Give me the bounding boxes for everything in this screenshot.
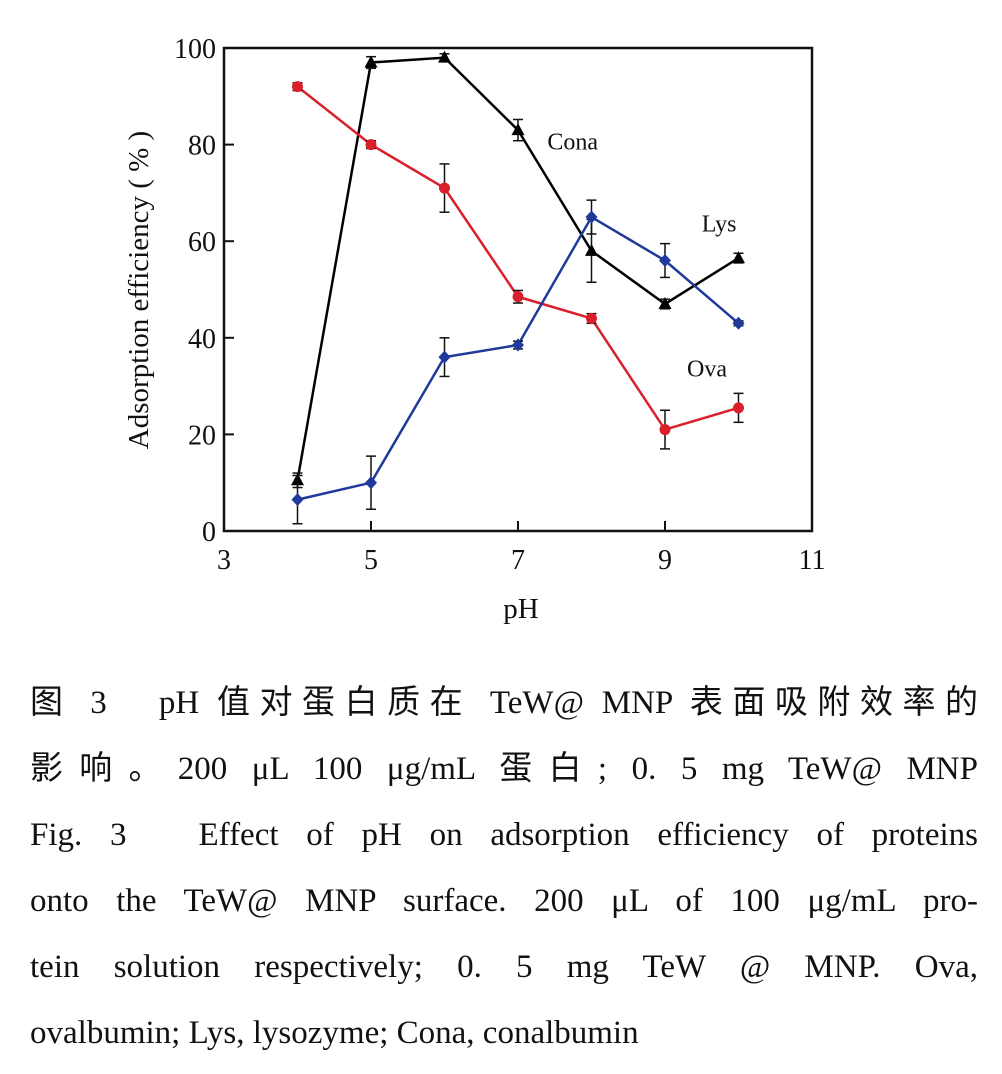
y-axis-title: Adsorption efficiency ( % ) bbox=[123, 131, 155, 449]
point-cona bbox=[364, 55, 378, 68]
y-tick-label: 80 bbox=[188, 131, 216, 162]
series-label-cona: Cona bbox=[547, 129, 598, 155]
point-lys bbox=[438, 350, 451, 364]
series-lys bbox=[291, 199, 745, 525]
caption-zh-line-1: 图 3 pH 值对蛋白质在 TeW@ MNP 表面吸附效率的 bbox=[30, 685, 978, 721]
y-tick-label: 60 bbox=[188, 227, 216, 258]
point-lys bbox=[659, 254, 671, 268]
y-tick-label: 40 bbox=[188, 324, 216, 355]
point-cona bbox=[658, 296, 672, 309]
point-lys bbox=[291, 493, 304, 507]
caption-en-line-3: tein solution respectively; 0. 5 mg TeW … bbox=[30, 949, 978, 985]
x-axis-title: pH bbox=[503, 593, 539, 625]
x-tick-label: 7 bbox=[511, 545, 525, 576]
chart: 3 5 7 9 11 0 20 40 60 80 100 Cona Ova Lys pH Adsorpt… bbox=[123, 34, 825, 625]
caption-en-line-1: Fig. 3 Effect of pH on adsorption effici… bbox=[30, 817, 978, 853]
x-tick-label: 3 bbox=[217, 545, 231, 576]
point-ova bbox=[659, 424, 671, 436]
series-labels: Cona Ova Lys bbox=[547, 129, 736, 382]
point-lys bbox=[585, 210, 598, 224]
caption-en-line-4: ovalbumin; Lys, lysozyme; Cona, conalbum… bbox=[30, 1015, 639, 1051]
series-layer bbox=[291, 50, 745, 525]
caption-en-line-2: onto the TeW@ MNP surface. 200 μL of 100… bbox=[30, 883, 978, 919]
x-tick-label: 9 bbox=[658, 545, 672, 576]
series-label-ova: Ova bbox=[687, 356, 727, 382]
series-ova bbox=[292, 81, 744, 450]
ticks: 3 5 7 9 11 0 20 40 60 80 100 bbox=[174, 34, 825, 576]
y-tick-label: 20 bbox=[188, 420, 216, 451]
line-lys bbox=[297, 215, 740, 501]
point-lys bbox=[732, 316, 745, 330]
y-tick-label: 0 bbox=[202, 517, 216, 548]
point-lys bbox=[365, 476, 377, 490]
point-ova bbox=[586, 312, 597, 324]
x-tick-label: 11 bbox=[799, 545, 826, 576]
point-cona bbox=[438, 50, 451, 63]
point-cona bbox=[732, 251, 745, 264]
point-cona bbox=[585, 243, 598, 256]
point-cona bbox=[511, 123, 525, 136]
caption-zh-line-2: 影响。200 μL 100 μg/mL 蛋白; 0. 5 mg TeW@ MNP bbox=[30, 751, 978, 787]
series-cona bbox=[291, 50, 745, 489]
point-lys bbox=[512, 338, 524, 352]
point-ova bbox=[292, 81, 303, 93]
x-tick-label: 5 bbox=[364, 545, 378, 576]
point-ova bbox=[439, 182, 450, 194]
point-ova bbox=[512, 291, 524, 303]
point-ova bbox=[733, 402, 744, 414]
point-ova bbox=[365, 139, 377, 151]
y-tick-label: 100 bbox=[174, 34, 216, 65]
figure-caption: 图 3 pH 值对蛋白质在 TeW@ MNP 表面吸附效率的 影响。200 μL… bbox=[30, 670, 978, 1066]
series-label-lys: Lys bbox=[702, 212, 737, 238]
